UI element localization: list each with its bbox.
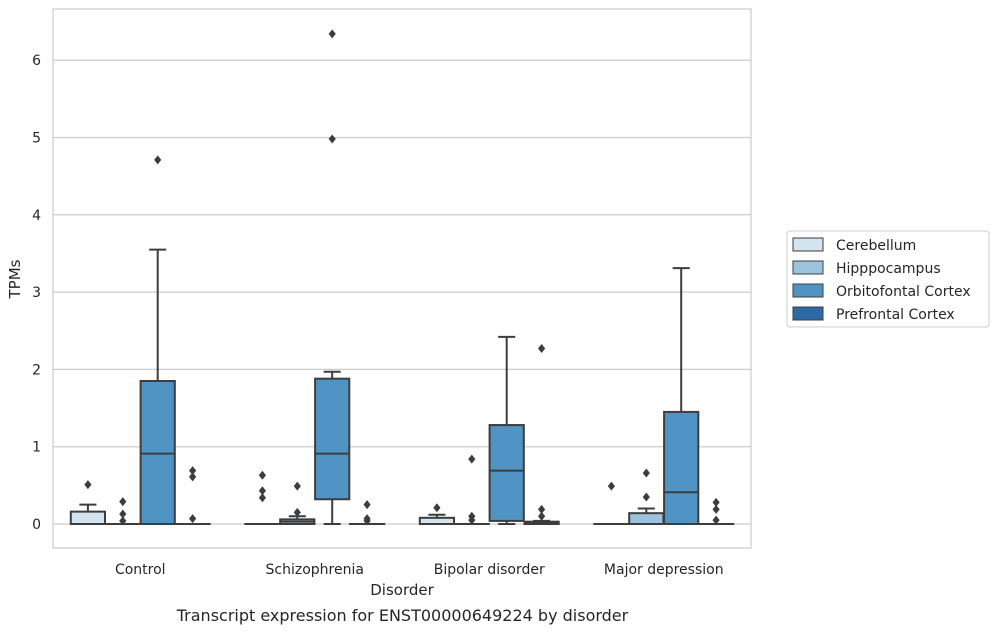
outlier-point <box>607 481 615 491</box>
box-0-2 <box>418 503 456 525</box>
legend-swatch <box>792 260 824 275</box>
x-tick-labels: Control Schizophrenia Bipolar disorder Majo… <box>115 562 724 578</box>
legend-swatch <box>792 306 824 321</box>
box-3-0 <box>174 466 211 526</box>
y-axis-title: TPMs <box>6 259 24 299</box>
box-3-3 <box>697 497 735 526</box>
box-1-3 <box>628 468 665 525</box>
legend-swatch <box>792 237 824 252</box>
box-1-0 <box>104 497 141 526</box>
plot-area-frame <box>52 8 752 549</box>
box-body <box>488 424 525 522</box>
y-tick-label: 0 <box>32 517 41 533</box>
box-3-2 <box>523 344 560 526</box>
box-2-2 <box>488 335 525 525</box>
y-tick-label: 5 <box>32 131 41 147</box>
legend-frame <box>786 230 990 328</box>
outlier-point <box>468 454 476 464</box>
outlier-point <box>119 497 127 507</box>
legend-label: Orbitofontal Cortex <box>836 284 971 300</box>
box-1-1 <box>279 481 316 525</box>
y-tick-label: 3 <box>32 285 41 301</box>
outlier-point <box>712 504 720 514</box>
outlier-point <box>712 497 720 507</box>
outlier-point <box>363 516 371 526</box>
x-tick-label: Bipolar disorder <box>434 562 545 578</box>
outlier-point <box>258 486 266 496</box>
y-tick-label: 2 <box>32 362 41 378</box>
outlier-point <box>642 492 650 502</box>
box-body <box>663 410 700 526</box>
outlier-point <box>328 29 336 39</box>
y-tick-label: 6 <box>32 53 41 69</box>
box-0-0 <box>69 480 107 525</box>
box-2-1 <box>314 29 351 525</box>
x-tick-label: Control <box>115 562 166 578</box>
box-body <box>69 510 107 525</box>
box-1-2 <box>453 454 490 526</box>
box-body <box>139 379 176 525</box>
outlier-point <box>293 507 301 517</box>
outlier-point <box>538 511 546 521</box>
outlier-point <box>538 504 546 514</box>
legend-label: Hipppocampus <box>836 261 941 277</box>
outlier-point <box>363 500 371 510</box>
legend-swatch <box>792 283 824 298</box>
outlier-point <box>258 470 266 480</box>
outlier-point <box>189 472 197 482</box>
box-3-1 <box>348 500 386 526</box>
box-2-0 <box>139 155 176 525</box>
outlier-point <box>538 344 546 354</box>
outlier-point <box>433 503 441 513</box>
outlier-point <box>84 480 92 490</box>
y-tick-label: 4 <box>32 208 41 224</box>
box-0-3 <box>593 481 630 526</box>
outlier-point <box>293 481 301 491</box>
y-tick-labels: 0 1 2 3 4 5 6 <box>32 53 41 533</box>
outlier-point <box>468 515 476 525</box>
outlier-point <box>189 514 197 524</box>
y-tick-label: 1 <box>32 440 41 456</box>
outlier-point <box>154 155 162 165</box>
outlier-point <box>712 515 720 525</box>
outlier-point <box>119 516 127 526</box>
x-tick-label: Schizophrenia <box>266 562 364 578</box>
legend-label: Cerebellum <box>836 238 916 254</box>
box-0-1 <box>244 470 281 526</box>
legend-label: Prefrontal Cortex <box>836 307 955 323</box>
boxes <box>69 29 735 526</box>
chart-caption: Transcript expression for ENST0000064922… <box>176 606 629 625</box>
x-axis-title: Disorder <box>370 581 434 599</box>
box-2-3 <box>663 267 700 526</box>
outlier-point <box>189 466 197 476</box>
x-tick-label: Major depression <box>604 562 724 578</box>
legend: Cerebellum Hipppocampus Orbitofontal Corte… <box>786 230 990 328</box>
outlier-point <box>258 493 266 503</box>
outlier-point <box>119 509 127 519</box>
outlier-point <box>642 468 650 478</box>
box-body <box>628 512 665 525</box>
outlier-point <box>328 134 336 144</box>
box-body <box>314 377 351 501</box>
